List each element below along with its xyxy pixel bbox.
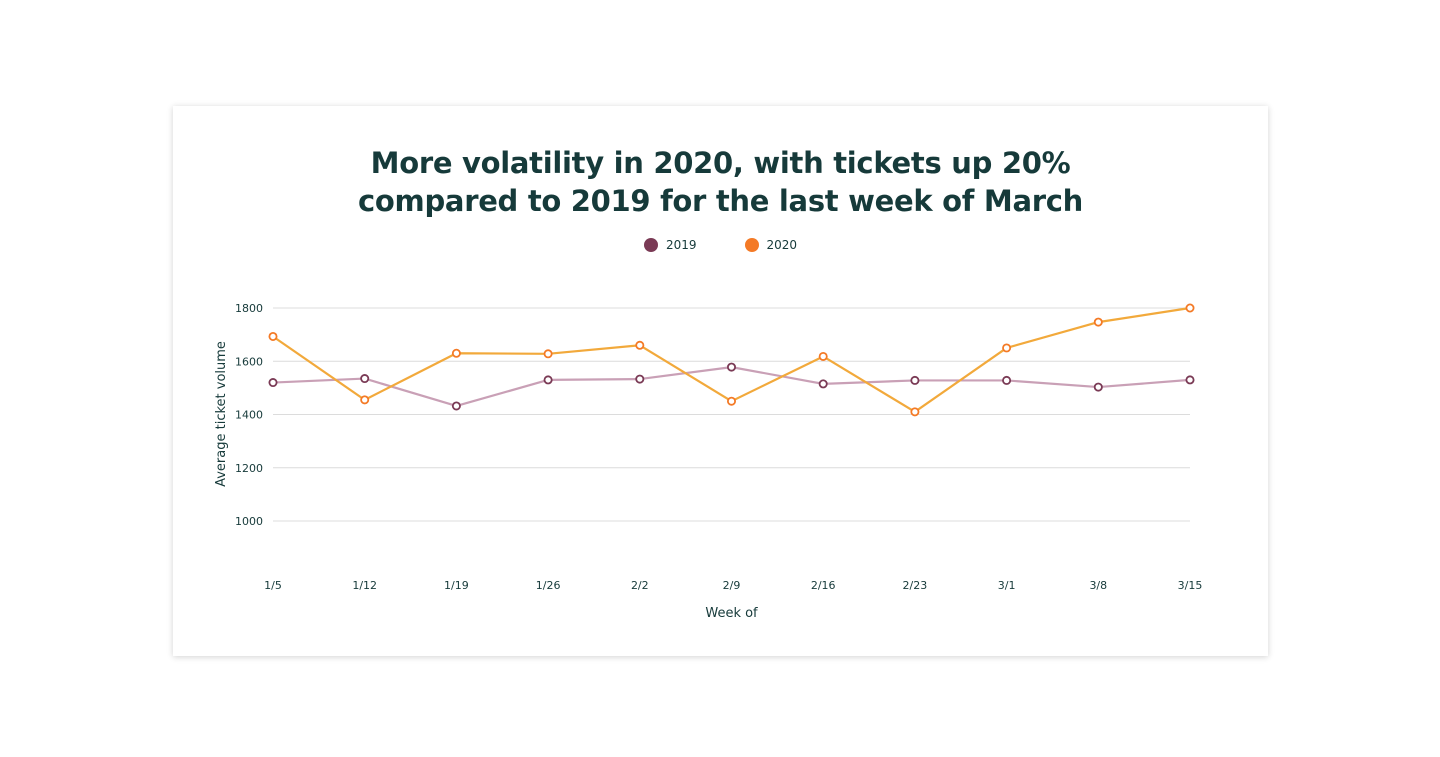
x-tick-label: 2/9 bbox=[723, 579, 741, 592]
data-point-2020 bbox=[360, 395, 370, 405]
x-tick-label: 1/12 bbox=[352, 579, 377, 592]
data-point-2019 bbox=[910, 375, 920, 385]
data-point-2020 bbox=[635, 340, 645, 350]
x-tick-label: 2/23 bbox=[903, 579, 928, 592]
x-tick-label: 1/19 bbox=[444, 579, 469, 592]
x-tick-label: 1/26 bbox=[536, 579, 561, 592]
data-point-2019 bbox=[818, 379, 828, 389]
y-tick-label: 1000 bbox=[235, 515, 263, 528]
y-tick-label: 1200 bbox=[235, 462, 263, 475]
data-point-2019 bbox=[360, 374, 370, 384]
x-axis-label: Week of bbox=[705, 606, 758, 621]
x-tick-label: 2/2 bbox=[631, 579, 649, 592]
data-point-2020 bbox=[910, 407, 920, 417]
legend-label-2019: 2019 bbox=[665, 238, 697, 252]
chart-title-line-2: compared to 2019 for the last week of Ma… bbox=[358, 184, 1083, 218]
data-point-2020 bbox=[1002, 343, 1012, 353]
data-point-2019 bbox=[543, 375, 553, 385]
line-chart: 1000 1200 1400 1600 1800 1/5 1/12 1/19 1/26 2/2 2/… bbox=[214, 302, 1203, 621]
data-point-2019 bbox=[1002, 375, 1012, 385]
data-point-2020 bbox=[268, 331, 278, 341]
x-tick-label: 1/5 bbox=[264, 579, 282, 592]
data-point-2019 bbox=[635, 374, 645, 384]
data-point-2020 bbox=[1185, 303, 1195, 313]
legend-item-2020[interactable]: 2020 bbox=[744, 238, 798, 252]
y-tick-label: 1400 bbox=[235, 409, 263, 422]
legend-item-2019[interactable]: 2019 bbox=[643, 238, 697, 252]
data-point-2020 bbox=[727, 396, 737, 406]
chart-card: More volatility in 2020, with tickets up… bbox=[173, 106, 1268, 656]
data-point-2020 bbox=[451, 348, 461, 358]
data-point-2019 bbox=[268, 378, 278, 388]
legend-marker-2019 bbox=[643, 238, 658, 252]
x-tick-label: 3/15 bbox=[1178, 579, 1203, 592]
y-tick-label: 1600 bbox=[235, 355, 263, 368]
legend-marker-2020 bbox=[744, 238, 759, 252]
x-tick-label: 2/16 bbox=[811, 579, 836, 592]
legend-label-2020: 2020 bbox=[766, 238, 798, 252]
data-point-2020 bbox=[543, 349, 553, 359]
y-tick-label: 1800 bbox=[235, 302, 263, 315]
data-point-2019 bbox=[727, 362, 737, 372]
x-tick-label: 3/8 bbox=[1089, 579, 1107, 592]
data-point-2020 bbox=[818, 351, 828, 361]
chart-title: More volatility in 2020, with tickets up… bbox=[173, 144, 1268, 220]
data-point-2019 bbox=[1093, 382, 1103, 392]
y-axis-label: Average ticket volume bbox=[214, 341, 229, 487]
x-tick-label: 3/1 bbox=[998, 579, 1016, 592]
data-point-2019 bbox=[1185, 375, 1195, 385]
data-point-2020 bbox=[1093, 317, 1103, 327]
chart-legend: 2019 2020 bbox=[173, 238, 1268, 252]
chart-title-line-1: More volatility in 2020, with tickets up… bbox=[370, 146, 1071, 180]
data-point-2019 bbox=[451, 401, 461, 411]
series-line-2020 bbox=[272, 306, 1191, 413]
